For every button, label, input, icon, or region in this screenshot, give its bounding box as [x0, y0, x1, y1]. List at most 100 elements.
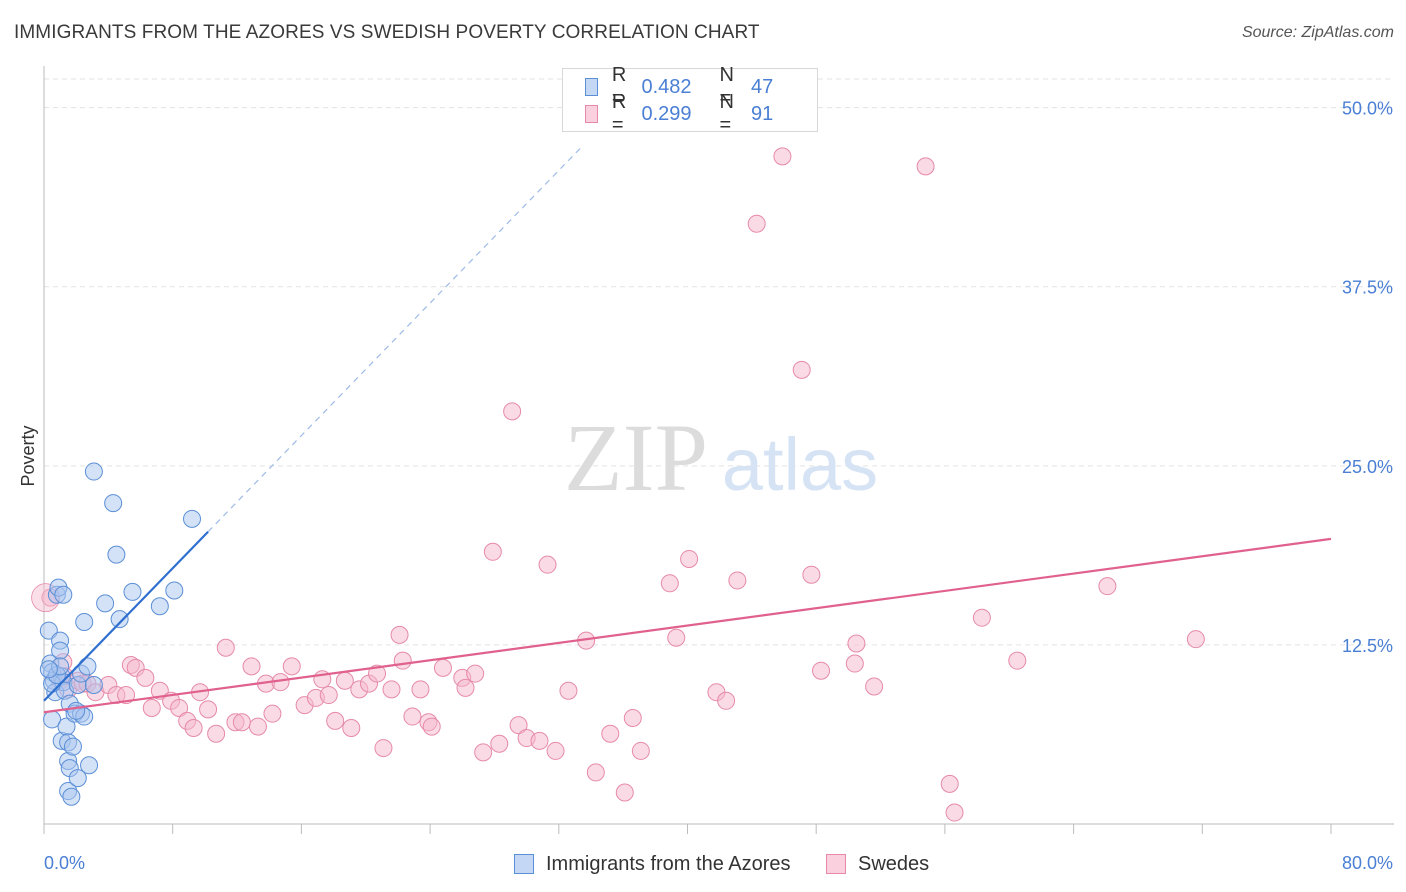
y-tick-label: 50.0%: [1342, 99, 1393, 119]
watermark-atlas: atlas: [722, 423, 878, 506]
chart-title: IMMIGRANTS FROM THE AZORES VS SWEDISH PO…: [14, 22, 760, 43]
swedes-point: [411, 680, 430, 699]
azores-point: [75, 612, 94, 631]
correlation-legend: R = 0.482 N = 47 R = 0.299 N = 91: [562, 64, 818, 136]
y-tick-label: 37.5%: [1342, 278, 1393, 298]
swedes-point: [368, 664, 387, 683]
legend-n-label: N =: [719, 64, 734, 109]
swedes-point: [326, 711, 345, 730]
swedes-point: [483, 542, 502, 561]
y-tick-label: 12.5%: [1342, 636, 1393, 656]
y-tick-label: 25.0%: [1342, 457, 1393, 477]
source-label: Source: ZipAtlas.com: [1241, 24, 1394, 41]
swedes-point: [282, 657, 301, 676]
swedes-point: [136, 668, 155, 687]
azores-point: [183, 509, 202, 528]
bottom-legend-azores: Immigrants from the Azores: [514, 852, 791, 876]
legend-n-value: 47: [751, 75, 774, 98]
swedes-point: [1098, 577, 1117, 596]
azores-point: [80, 756, 99, 775]
swedes-point: [117, 686, 136, 705]
azores-point: [39, 660, 58, 679]
swedes-point: [142, 698, 161, 717]
swedes-point: [802, 565, 821, 584]
watermark-zip: ZIP: [564, 404, 708, 511]
azores-point: [110, 610, 129, 629]
swedes-point: [509, 716, 528, 735]
swedes-point: [232, 713, 251, 732]
swedes-point: [1186, 630, 1205, 649]
swedes-point: [248, 717, 267, 736]
azores-point: [78, 657, 97, 676]
swedes-point: [170, 698, 189, 717]
legend-n-value: 91: [751, 102, 774, 125]
swedes-point: [812, 661, 831, 680]
bottom-swatch-blue: [514, 854, 534, 874]
swedes-point: [456, 678, 475, 697]
swedes-point: [390, 625, 409, 644]
swedes-point: [393, 651, 412, 670]
legend-n-label: N =: [719, 91, 734, 136]
swedes-point: [342, 719, 361, 738]
azores-point: [68, 769, 87, 788]
azores-point: [96, 594, 115, 613]
axes: [43, 66, 1394, 834]
swedes-point: [433, 658, 452, 677]
swedes-point: [660, 574, 679, 593]
swedes-point: [242, 657, 261, 676]
azores-trendline-extension: [207, 145, 584, 533]
azores-point: [63, 737, 82, 756]
azores-point: [51, 641, 70, 660]
azores-point: [123, 582, 142, 601]
bottom-legend-swedes: Swedes: [826, 852, 929, 876]
swedes-point: [717, 691, 736, 710]
swedes-point: [490, 734, 509, 753]
swedes-point: [374, 739, 393, 758]
swedes-point: [216, 638, 235, 657]
legend-row-swedes: R = 0.299 N = 91: [585, 91, 817, 136]
swedes-point: [503, 402, 522, 421]
swedes-point: [474, 743, 493, 762]
bottom-legend-label: Swedes: [858, 852, 930, 875]
y-axis-label: Poverty: [18, 425, 38, 486]
swedes-point: [319, 686, 338, 705]
azores-point: [107, 545, 126, 564]
azores-point: [62, 787, 81, 806]
swedes-point: [559, 681, 578, 700]
azores-point: [39, 621, 58, 640]
azores-point: [84, 462, 103, 481]
azores-point: [104, 494, 123, 513]
swedes-point: [773, 147, 792, 166]
swedes-points: [31, 147, 1205, 822]
swedes-point: [601, 724, 620, 743]
swedes-point: [530, 731, 549, 750]
swedes-point: [263, 704, 282, 723]
legend-swatch-blue: [585, 78, 598, 96]
swedes-point: [945, 803, 964, 822]
swedes-trendline: [43, 537, 1332, 714]
swedes-point: [667, 628, 686, 647]
azores-point: [67, 701, 86, 720]
x-tick-label: 80.0%: [1342, 853, 1393, 873]
swedes-point: [546, 741, 565, 760]
azores-point: [150, 597, 169, 616]
swedes-point: [940, 774, 959, 793]
swedes-point: [207, 724, 226, 743]
swedes-point: [538, 555, 557, 574]
swedes-point: [199, 700, 218, 719]
x-tick-label: 0.0%: [44, 853, 85, 873]
azores-point: [165, 581, 184, 600]
legend-r-label: R =: [611, 91, 627, 136]
swedes-point: [972, 608, 991, 627]
swedes-point: [865, 677, 884, 696]
azores-point: [84, 676, 103, 695]
swedes-point: [916, 157, 935, 176]
legend-swatch-pink: [585, 105, 598, 123]
azores-trendline: [43, 530, 209, 702]
swedes-point: [845, 654, 864, 673]
swedes-point: [631, 741, 650, 760]
swedes-point: [466, 664, 485, 683]
swedes-point: [184, 719, 203, 738]
legend-r-value: 0.482: [641, 75, 692, 98]
